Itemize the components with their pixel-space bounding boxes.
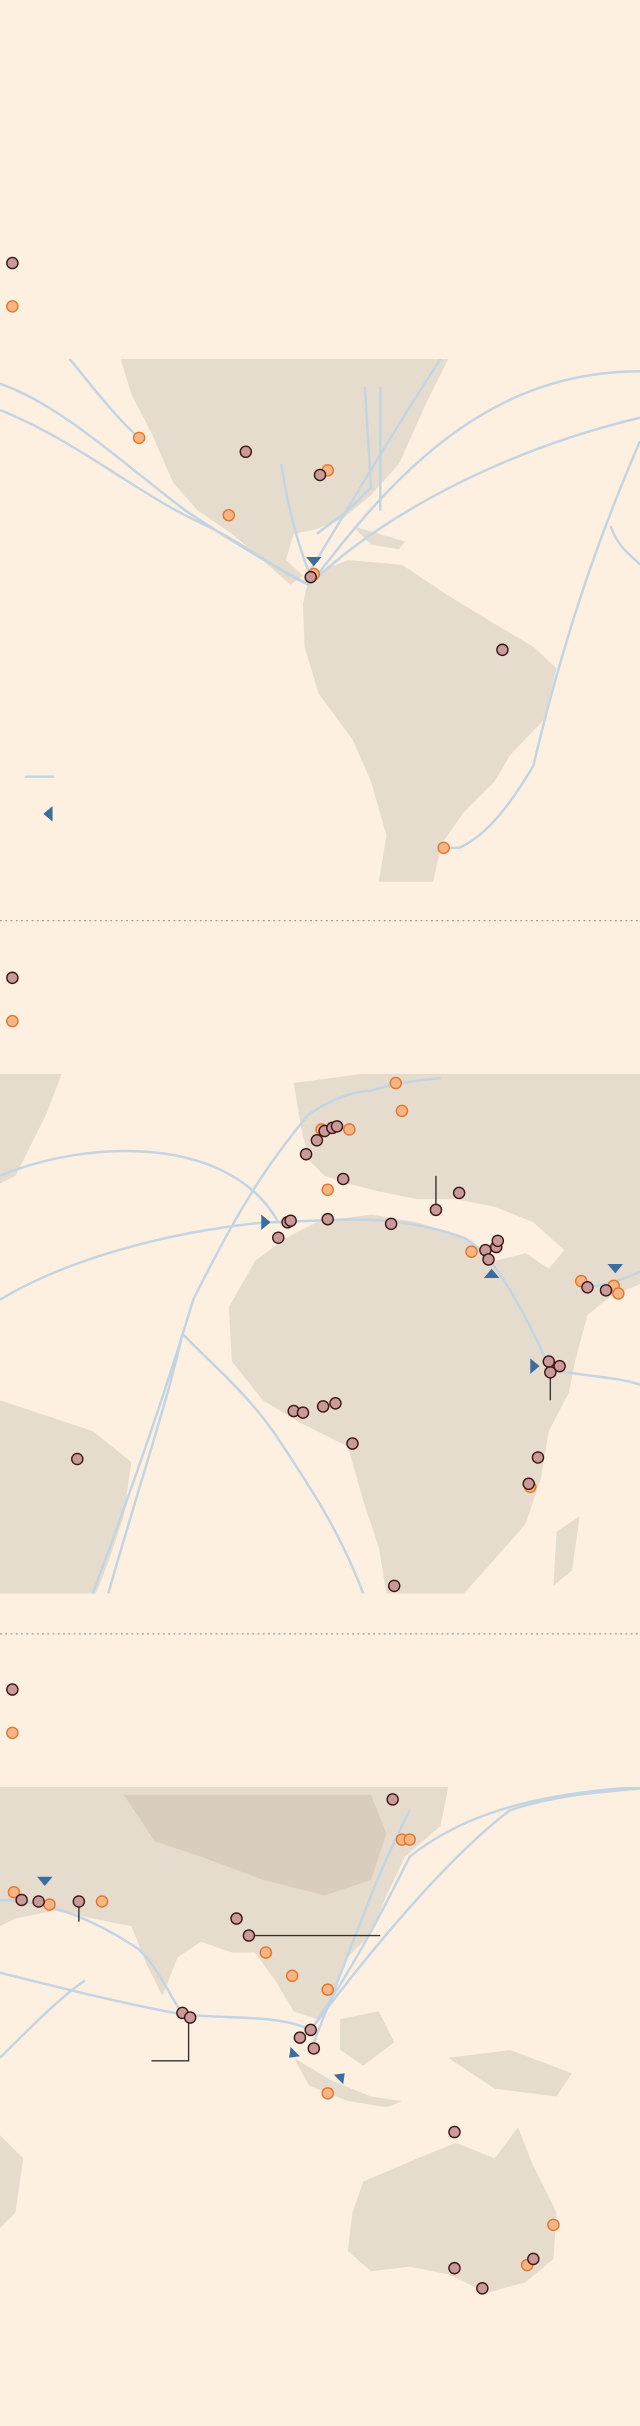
location-dot-dark [336, 1172, 350, 1186]
location-dot-dark [599, 1284, 613, 1297]
location-dot-orange [259, 1946, 273, 1959]
location-dot-dark [71, 1452, 84, 1466]
location-dot-dark [307, 2042, 321, 2055]
location-dot-dark [329, 1397, 342, 1410]
direction-marker [483, 1268, 500, 1278]
location-dot-orange [321, 1983, 334, 1996]
direction-marker [43, 806, 53, 822]
location-dot-orange [285, 1969, 299, 1983]
location-dot-orange [132, 431, 146, 445]
location-dot-dark [522, 1477, 535, 1491]
location-dot-dark [6, 971, 19, 985]
location-dot-orange [403, 1833, 416, 1846]
callout-line [151, 2017, 190, 2062]
location-dot-dark [230, 1912, 243, 1925]
location-dot-dark [271, 1231, 285, 1245]
direction-marker [261, 1214, 271, 1231]
location-dot-orange [437, 841, 450, 855]
map-americas [0, 358, 640, 882]
location-dot-dark [72, 1895, 86, 1908]
location-dot-dark [527, 2252, 540, 2266]
location-dot-dark [387, 1579, 401, 1593]
location-dot-dark [544, 1366, 557, 1379]
location-dot-dark [15, 1893, 28, 1907]
location-dot-orange [7, 1885, 21, 1899]
map-asia [0, 1787, 640, 2293]
location-dot-dark [313, 468, 327, 482]
location-dot-orange [612, 1287, 625, 1300]
location-dot-orange [222, 508, 236, 522]
location-dot-dark [384, 1217, 398, 1231]
location-dot-orange [95, 1895, 109, 1908]
location-dot-dark [304, 570, 317, 584]
location-dot-dark [242, 1929, 256, 1942]
location-dot-dark [316, 1400, 330, 1413]
location-dot-orange [6, 1726, 19, 1740]
location-dot-dark [448, 2261, 461, 2275]
location-dot-dark [299, 1147, 313, 1161]
location-dot-dark [32, 1895, 45, 1908]
map-africa [0, 1073, 640, 1594]
location-dot-dark [581, 1280, 594, 1294]
location-dot-dark [482, 1253, 495, 1266]
location-dot-dark [183, 2011, 197, 2024]
location-dot-orange [6, 300, 19, 313]
markers [6, 256, 625, 2295]
location-dot-dark [304, 2023, 317, 2037]
direction-marker [530, 1358, 540, 1374]
location-dot-dark [284, 1214, 297, 1228]
location-dot-orange [343, 1123, 356, 1136]
location-dot-dark [496, 643, 509, 657]
location-dot-dark [386, 1793, 399, 1806]
direction-marker [306, 556, 322, 567]
location-dot-dark [429, 1203, 443, 1217]
location-dot-dark [293, 2031, 307, 2044]
location-dot-orange [547, 2218, 560, 2232]
location-dot-orange [395, 1104, 409, 1118]
location-dot-orange [389, 1076, 403, 1090]
location-dot-dark [448, 2125, 461, 2139]
location-dot-dark [476, 2282, 489, 2295]
location-dot-dark [310, 1134, 324, 1147]
location-dot-orange [465, 1245, 478, 1258]
location-dot-orange [321, 1183, 334, 1197]
location-dot-dark [553, 1359, 566, 1373]
location-dot-dark [542, 1355, 556, 1368]
location-dot-dark [296, 1406, 310, 1419]
location-dot-dark [321, 1212, 334, 1226]
location-dot-dark [6, 256, 19, 270]
location-dot-orange [321, 2087, 334, 2100]
location-dot-dark [452, 1186, 466, 1200]
location-dot-dark [491, 1234, 505, 1248]
direction-marker [333, 2073, 345, 2085]
location-dot-orange [43, 1898, 56, 1911]
location-dot-dark [239, 445, 253, 459]
location-dot-dark [531, 1451, 545, 1464]
location-dot-dark [330, 1120, 344, 1133]
direction-marker [37, 1876, 53, 1887]
location-dot-dark [346, 1437, 359, 1450]
location-dot-orange [6, 1014, 19, 1028]
direction-marker [607, 1264, 623, 1274]
location-dot-dark [6, 1683, 19, 1696]
direction-marker [289, 2046, 300, 2058]
